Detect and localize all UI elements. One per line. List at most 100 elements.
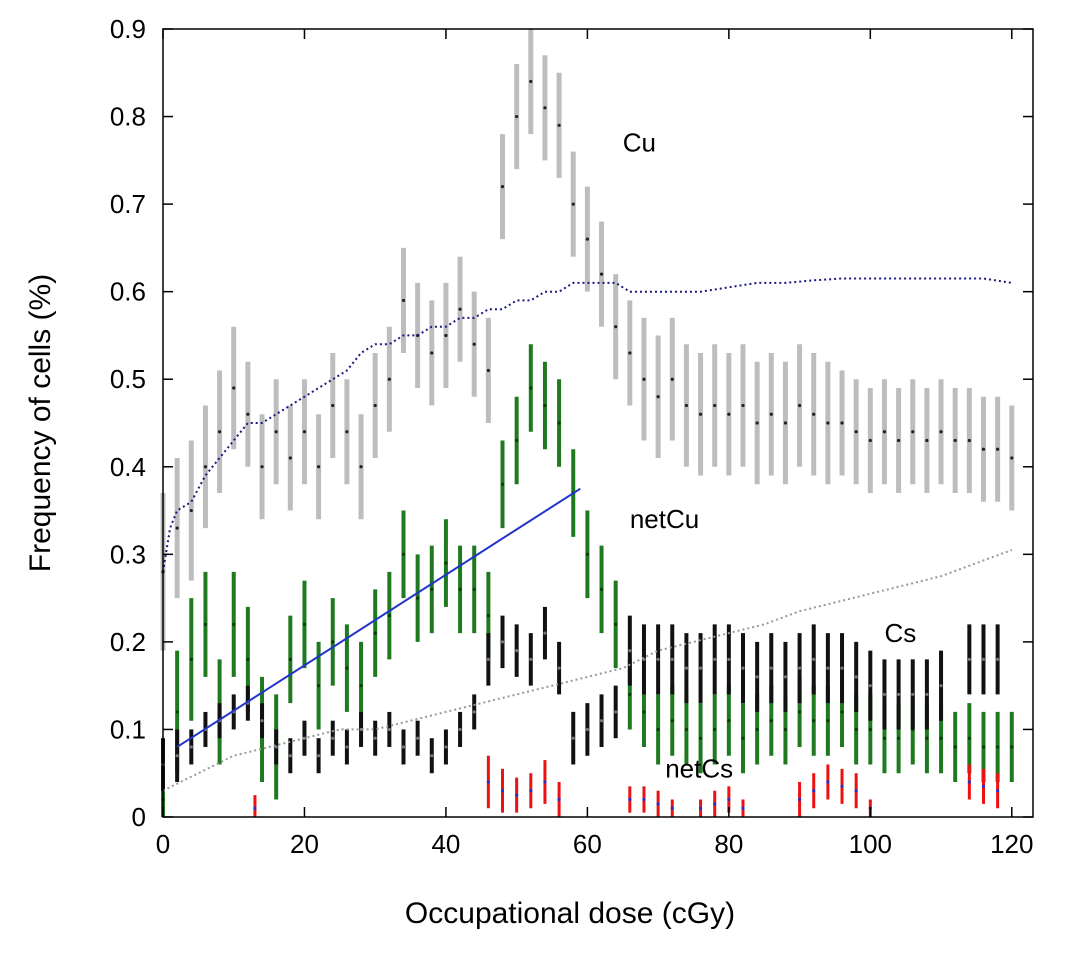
- cu-point: [854, 430, 858, 434]
- netcu-point: [854, 727, 858, 732]
- cs-point: [543, 631, 547, 635]
- cs-point: [416, 736, 420, 740]
- cs-point: [401, 745, 406, 749]
- netcu-point: [585, 552, 589, 556]
- y-tick-label: 0.1: [110, 714, 146, 744]
- netcu-point: [359, 684, 363, 688]
- cs-cumulative-line: [162, 549, 1013, 792]
- netcs-point: [628, 797, 632, 802]
- netcu-point: [614, 622, 618, 626]
- cs-point: [741, 666, 745, 670]
- netcu-point: [373, 631, 377, 635]
- netcu-point: [500, 482, 505, 486]
- cs-point: [628, 649, 632, 653]
- fit-line-layer: [176, 487, 581, 748]
- y-tick-label: 0.9: [110, 14, 146, 44]
- netcs-point: [727, 797, 731, 802]
- netcu-point: [840, 710, 844, 714]
- netcs-point: [529, 789, 533, 793]
- cs-point: [882, 692, 887, 697]
- netcu-point: [996, 745, 1000, 749]
- cs-point: [486, 657, 490, 662]
- cs-point: [175, 754, 179, 758]
- cs-point: [868, 684, 872, 688]
- cs-point: [557, 666, 561, 670]
- x-tick-label: 40: [431, 829, 460, 859]
- y-tick-label: 0.6: [110, 277, 146, 307]
- cu-point: [387, 377, 391, 381]
- netcu-point: [868, 727, 872, 732]
- cu-point: [642, 377, 646, 381]
- x-tick-label: 120: [990, 829, 1033, 859]
- netcu-point: [713, 727, 717, 732]
- netcu-point: [175, 710, 179, 714]
- netcu-point: [628, 692, 632, 697]
- cs-point: [599, 719, 604, 723]
- cu-point: [981, 447, 986, 451]
- netcu-point: [812, 719, 816, 723]
- plot-frame: [162, 28, 1034, 818]
- cu-point: [911, 430, 915, 434]
- cu-point: [939, 430, 943, 434]
- cs-point: [458, 727, 462, 732]
- cs-point: [840, 666, 844, 670]
- cu-point: [274, 430, 278, 434]
- netcu-point: [925, 736, 929, 740]
- cu-point: [317, 465, 321, 469]
- cu-point: [515, 114, 519, 119]
- netcs-point: [557, 797, 561, 802]
- cs-point: [897, 692, 901, 697]
- cu-point: [840, 421, 844, 425]
- netcu-point: [331, 640, 335, 644]
- netcs-point: [854, 789, 858, 793]
- cu-point: [925, 438, 929, 443]
- netcs-point: [486, 780, 490, 784]
- cu-point: [797, 403, 802, 408]
- netcs-point: [670, 806, 674, 810]
- netcu-point: [416, 596, 420, 600]
- cu-point: [246, 412, 250, 416]
- netcs-point: [713, 802, 717, 806]
- cs-point: [373, 736, 377, 740]
- netcu-point: [246, 657, 250, 662]
- netcs-point: [656, 802, 660, 806]
- netcu-point: [444, 561, 448, 565]
- netcu-point: [203, 622, 208, 626]
- netcs-point: [826, 780, 830, 784]
- netcu-point: [529, 386, 533, 390]
- cs-point: [996, 657, 1000, 662]
- cs-point: [430, 754, 434, 758]
- netcs-series-label: netCs: [665, 754, 733, 784]
- cs-series-label: Cs: [884, 618, 916, 648]
- netcu-point: [981, 745, 986, 749]
- cu-point: [614, 325, 618, 329]
- cs-point: [684, 666, 689, 670]
- netcs-point: [500, 789, 505, 793]
- netcs-point: [642, 797, 646, 802]
- cs-point: [783, 675, 788, 679]
- cu-point: [599, 272, 604, 276]
- cu-point: [585, 237, 589, 241]
- netcs-point: [996, 789, 1000, 793]
- cs-point: [925, 692, 929, 697]
- netcu-point: [797, 710, 802, 714]
- cu-point: [755, 421, 759, 425]
- cu-point: [713, 403, 717, 408]
- cs-point: [981, 657, 986, 662]
- cu-point: [175, 526, 179, 530]
- cs-point: [444, 745, 448, 749]
- cs-point: [812, 657, 816, 662]
- series-labels: Cu netCu Cs netCs: [623, 128, 916, 784]
- netcu-point: [232, 622, 236, 626]
- cu-series-label: Cu: [623, 128, 656, 158]
- y-tick-label: 0.4: [110, 452, 146, 482]
- cs-point: [260, 719, 264, 723]
- x-tick-label: 80: [714, 829, 743, 859]
- cs-point: [727, 657, 731, 662]
- cu-point: [557, 123, 561, 127]
- netcu-point: [486, 614, 490, 618]
- cu-point: [529, 79, 533, 84]
- y-tick-label: 0.2: [110, 627, 146, 657]
- cs-point: [911, 692, 915, 697]
